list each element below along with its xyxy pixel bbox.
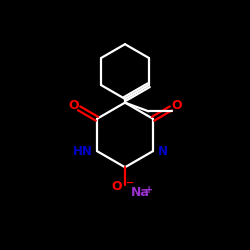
Text: O: O: [112, 180, 122, 193]
Text: +: +: [146, 186, 154, 196]
Text: Na: Na: [131, 186, 150, 199]
Text: O: O: [171, 99, 182, 112]
Text: HN: HN: [73, 144, 92, 158]
Text: N: N: [158, 144, 168, 158]
Text: O: O: [68, 99, 79, 112]
Text: −: −: [126, 178, 134, 188]
